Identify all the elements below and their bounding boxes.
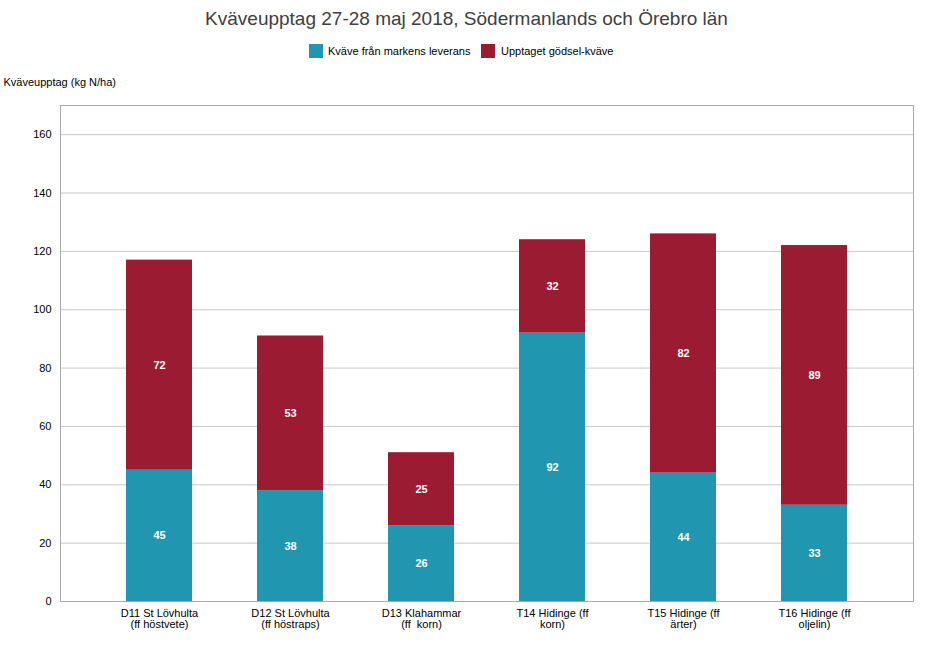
svg-text:60: 60 — [39, 419, 51, 431]
svg-text:92: 92 — [546, 460, 558, 472]
svg-text:80: 80 — [39, 361, 51, 373]
svg-text:89: 89 — [808, 368, 820, 380]
svg-text:120: 120 — [33, 244, 51, 256]
svg-text:D11 St Lövhulta(ff höstvete): D11 St Lövhulta(ff höstvete) — [121, 607, 199, 630]
svg-text:38: 38 — [284, 539, 296, 551]
svg-text:D13 Klahammar(ff korn): D13 Klahammar(ff korn) — [382, 607, 462, 630]
svg-text:25: 25 — [415, 482, 427, 494]
svg-text:72: 72 — [153, 358, 165, 370]
svg-text:Kväveupptag (kg N/ha): Kväveupptag (kg N/ha) — [4, 76, 117, 88]
html-text:Kväveupptag 27-28 maj 2018, Sö: Kväveupptag 27-28 maj 2018, Södermanland… — [205, 8, 728, 29]
svg-text:T15 Hidinge (ffärter): T15 Hidinge (ffärter) — [648, 607, 721, 630]
svg-text:44: 44 — [677, 530, 690, 542]
svg-text:140: 140 — [33, 186, 51, 198]
svg-text:100: 100 — [33, 303, 51, 315]
html-text:Upptaget gödsel-kväve: Upptaget gödsel-kväve — [501, 44, 614, 57]
svg-text:160: 160 — [33, 128, 51, 140]
svg-text:53: 53 — [284, 406, 296, 418]
svg-text:82: 82 — [677, 347, 689, 359]
svg-text:40: 40 — [39, 478, 51, 490]
html-text:Kväve från markens leverans: Kväve från markens leverans — [328, 44, 471, 57]
svg-text:T16 Hidinge (ffoljelin): T16 Hidinge (ffoljelin) — [779, 607, 852, 630]
svg-text:32: 32 — [546, 279, 558, 291]
svg-text:D12 St Lövhulta(ff höstraps): D12 St Lövhulta(ff höstraps) — [251, 607, 330, 630]
svg-text:33: 33 — [808, 546, 820, 558]
svg-text:T14 Hidinge (ffkorn): T14 Hidinge (ffkorn) — [517, 607, 590, 630]
svg-text:20: 20 — [39, 536, 51, 548]
svg-text:45: 45 — [153, 529, 165, 541]
svg-text:0: 0 — [45, 595, 51, 607]
svg-text:26: 26 — [415, 557, 427, 569]
